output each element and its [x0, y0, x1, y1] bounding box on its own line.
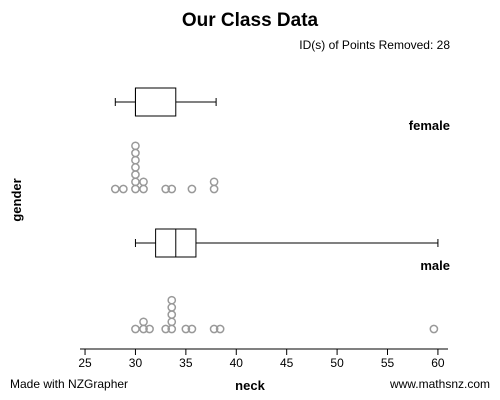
x-tick-label: 60: [431, 356, 445, 370]
x-tick-label: 40: [230, 356, 244, 370]
data-point-female: [131, 148, 140, 158]
x-tick-label: 50: [330, 356, 344, 370]
data-point-male: [161, 324, 171, 334]
chart-title: Our Class Data: [181, 10, 319, 31]
points-removed-note: ID(s) of Points Removed: 28: [299, 38, 450, 52]
data-point-female: [110, 184, 120, 194]
data-point-female: [131, 170, 140, 179]
data-point-female: [187, 184, 197, 194]
box-female: [134, 87, 177, 117]
data-point-female: [209, 184, 219, 194]
data-point-male: [181, 324, 191, 334]
x-tick-label: 35: [179, 356, 193, 370]
y-axis-label: gender: [9, 178, 24, 221]
data-point-male: [145, 324, 154, 334]
made-with-credit: Made with NZGrapher: [10, 377, 129, 391]
data-point-female: [119, 184, 128, 194]
data-point-female: [139, 184, 148, 194]
data-point-female: [209, 177, 219, 187]
data-point-male: [167, 303, 177, 312]
x-tick-label: 45: [280, 356, 294, 370]
data-point-male: [167, 295, 177, 305]
data-point-female: [167, 184, 177, 194]
data-point-male: [429, 324, 439, 334]
website-credit: www.mathsnz.com: [389, 377, 490, 391]
group-label-female: female: [409, 118, 450, 133]
data-point-female: [139, 177, 148, 187]
data-point-female: [161, 184, 171, 194]
x-tick-label: 30: [129, 356, 143, 370]
data-point-male: [139, 317, 148, 327]
x-tick-label: 55: [381, 356, 395, 370]
data-point-female: [131, 184, 140, 194]
data-point-male: [209, 324, 219, 334]
data-point-female: [131, 141, 140, 151]
data-point-male: [187, 324, 197, 334]
plot-area: 25 30 35 40 45 50 55 60 neck gender female male: [9, 87, 450, 393]
x-axis-label: neck: [235, 378, 265, 393]
data-point-female: [131, 177, 140, 187]
data-point-male: [167, 317, 177, 327]
data-point-male: [167, 310, 177, 319]
data-point-female: [131, 155, 140, 165]
data-point-male: [215, 324, 225, 334]
data-point-male: [131, 324, 140, 334]
data-point-female: [131, 163, 140, 172]
x-tick-label: 25: [78, 356, 92, 370]
group-label-male: male: [420, 258, 450, 273]
